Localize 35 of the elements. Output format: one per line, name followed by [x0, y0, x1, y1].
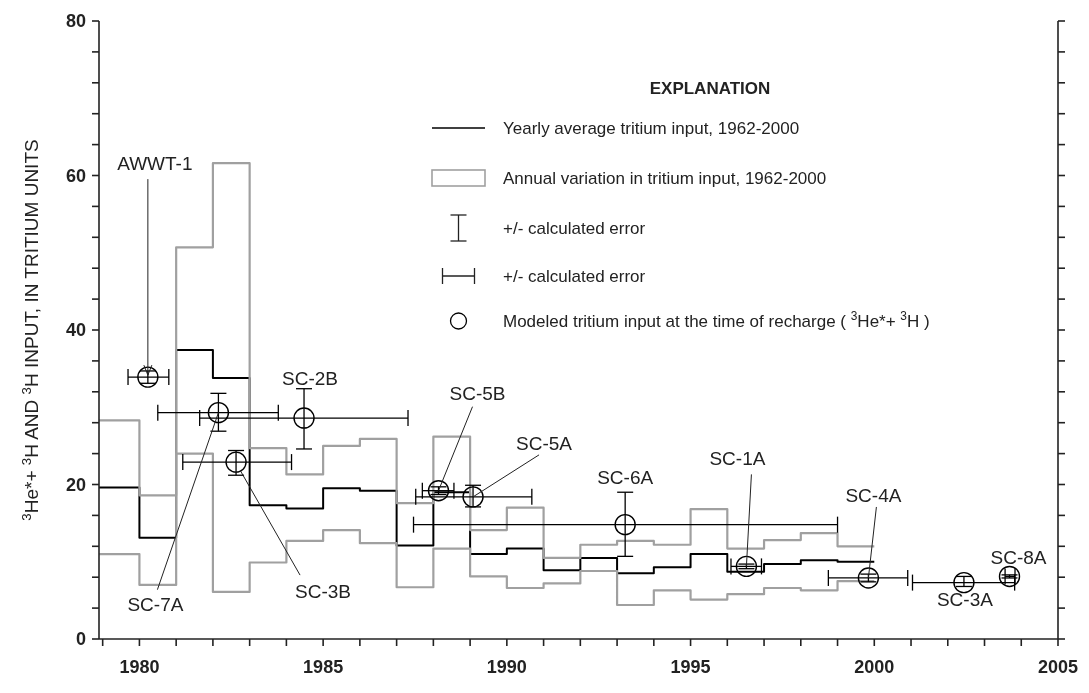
y-tick-label: 60	[65, 165, 86, 186]
annotation: AWWT-1	[117, 153, 193, 175]
legend-label: Modeled tritium input at the time of recharge ( $^{3}$He*+ $^{3}$H )	[503, 309, 930, 331]
legend-title: EXPLANATION	[649, 79, 771, 98]
annotation: SC-3B	[295, 581, 352, 603]
annotation: SC-6A	[597, 466, 654, 488]
legend-label: Yearly average tritium input, 1962-2000	[503, 119, 800, 138]
point	[427, 479, 450, 502]
annotation: SC-2B	[282, 368, 339, 390]
y-tick-label: 0	[75, 629, 86, 650]
y-tick-label: 20	[65, 474, 86, 495]
annotation: +/- calculated error	[503, 219, 646, 238]
y-tick-label: 40	[65, 320, 86, 341]
annotation: SC-5A	[516, 432, 573, 454]
annotation: SC-3A	[936, 588, 994, 610]
x-tick-label: 2000	[854, 656, 895, 677]
point	[857, 567, 880, 589]
point	[614, 513, 636, 536]
annotation: SC-8A	[990, 547, 1047, 569]
legend-label: Annual variation in tritium input, 1962-2000	[503, 169, 827, 188]
annotation: SC-7A	[127, 593, 184, 615]
x-tick-label: 1995	[670, 656, 711, 677]
point	[735, 555, 758, 578]
point	[207, 401, 230, 424]
y-tick-label: 80	[65, 11, 86, 32]
x-tick-label: 1985	[303, 656, 344, 677]
annotation: SC-4A	[845, 484, 902, 506]
x-tick-label: 1980	[119, 656, 160, 677]
annotation: SC-1A	[709, 448, 766, 470]
annotation: SC-5B	[449, 382, 506, 404]
x-tick-label: 1990	[486, 656, 527, 677]
point	[953, 571, 975, 594]
point	[293, 407, 315, 429]
annotation: +/- calculated error	[503, 267, 646, 286]
x-tick-label: 2005	[1037, 656, 1079, 677]
